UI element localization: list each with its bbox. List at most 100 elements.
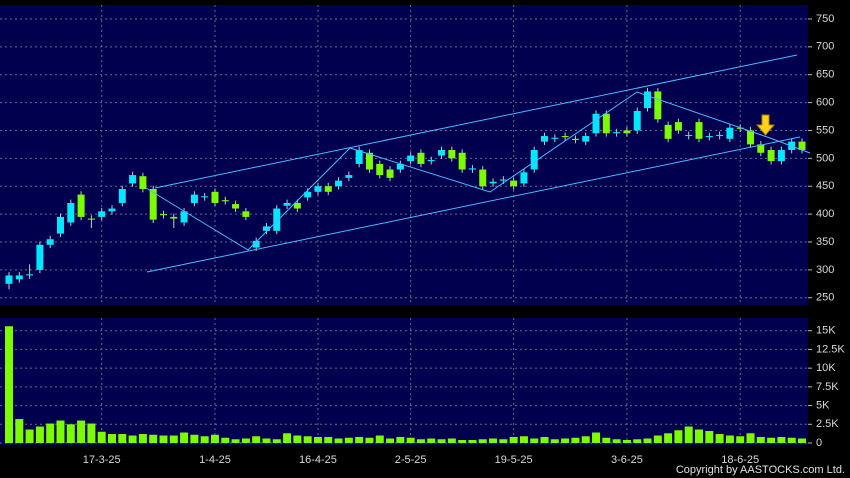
volume-bar xyxy=(77,420,86,443)
volume-bar xyxy=(180,432,189,443)
y-tick-label: 700 xyxy=(816,41,834,53)
volume-bar xyxy=(509,437,518,443)
copyright: Copyright by AASTOCKS.com Ltd. xyxy=(676,464,845,476)
y-tick-label: 15K xyxy=(816,325,836,337)
x-tick-label: 17-3-25 xyxy=(83,454,121,466)
candle-body xyxy=(592,113,600,134)
candle-body xyxy=(530,149,538,170)
candle-body xyxy=(777,149,785,162)
volume-bar xyxy=(540,437,549,443)
candle-body xyxy=(386,169,394,178)
volume-bar xyxy=(56,420,65,443)
volume-bar xyxy=(653,435,662,443)
candle-body xyxy=(365,152,373,170)
candle-body xyxy=(118,189,126,203)
volume-bar xyxy=(406,437,415,443)
volume-bar xyxy=(643,438,652,443)
candle-body xyxy=(489,181,497,184)
candle-body xyxy=(293,202,301,209)
zigzag xyxy=(145,91,811,251)
candle-body xyxy=(479,169,487,187)
candle-body xyxy=(77,194,85,217)
volume-bar xyxy=(571,437,580,443)
volume-bar xyxy=(581,436,590,443)
volume-bar xyxy=(169,435,178,443)
candle-body xyxy=(376,163,384,176)
candle-body xyxy=(87,218,95,220)
candle-body xyxy=(283,202,291,206)
candle-body xyxy=(674,122,682,131)
candle-body xyxy=(56,216,64,234)
y-tick-label: 450 xyxy=(816,180,834,192)
volume-bar xyxy=(35,426,44,443)
y-tick-label: 550 xyxy=(816,124,834,136)
volume-bar xyxy=(612,439,621,443)
y-tick-label: 400 xyxy=(816,208,834,220)
x-tick-label: 16-4-25 xyxy=(299,454,337,466)
candle-body xyxy=(541,136,549,142)
candle-body xyxy=(623,130,631,134)
volume-bar xyxy=(231,439,240,443)
arrow-marker xyxy=(755,114,776,136)
volume-bar xyxy=(468,440,477,443)
volume-bar xyxy=(695,429,704,443)
candle-body xyxy=(67,202,75,223)
candle-body xyxy=(211,191,219,203)
candle-body xyxy=(499,179,507,181)
candle-body xyxy=(201,196,209,198)
candle-body xyxy=(129,175,137,184)
candle-body xyxy=(551,137,559,139)
candle-body xyxy=(5,275,13,284)
y-tick-label: 350 xyxy=(816,236,834,248)
candle-body xyxy=(149,189,157,220)
volume-bar xyxy=(674,430,683,443)
y-tick-label: 7.5K xyxy=(816,381,839,393)
volume-bar xyxy=(283,433,292,443)
y-tick-label: 10K xyxy=(816,362,836,374)
y-tick-label: 650 xyxy=(816,69,834,81)
y-tick-label: 0 xyxy=(816,437,822,449)
volume-bar xyxy=(5,326,13,443)
candle-body xyxy=(46,239,54,245)
y-tick-label: 300 xyxy=(816,264,834,276)
volume-bar xyxy=(190,434,199,443)
volume-bar xyxy=(561,438,570,443)
volume-bar xyxy=(550,439,559,443)
volume-bar xyxy=(46,423,55,443)
candle-body xyxy=(468,168,476,170)
candle-body xyxy=(695,122,703,139)
candle-body xyxy=(262,226,270,231)
candle-body xyxy=(561,136,569,138)
candle-body xyxy=(221,200,229,202)
candle-body xyxy=(242,211,250,217)
volume-bar xyxy=(386,438,395,443)
candle-body xyxy=(232,204,240,209)
candle-body xyxy=(798,141,806,150)
candle-body xyxy=(139,176,147,190)
volume-bar xyxy=(344,437,353,443)
candle-body xyxy=(252,240,260,248)
channel-upper xyxy=(154,54,798,189)
volume-bar xyxy=(303,436,312,443)
volume-bar xyxy=(159,435,168,443)
candle-body xyxy=(767,149,775,162)
candle-body xyxy=(407,155,415,162)
candle-body xyxy=(355,149,363,164)
candle-body xyxy=(726,127,734,139)
volume-bar xyxy=(458,440,467,443)
candle-body xyxy=(170,216,178,219)
y-tick-label: 600 xyxy=(816,96,834,108)
x-tick-label: 18-6-25 xyxy=(721,454,759,466)
volume-bar xyxy=(365,437,374,443)
candle-body xyxy=(438,149,446,156)
volume-bar xyxy=(416,439,425,443)
volume-bar xyxy=(334,438,343,443)
candle-body xyxy=(757,144,765,153)
candle-body xyxy=(190,194,198,203)
volume-bar xyxy=(592,432,601,443)
volume-bar xyxy=(767,437,776,443)
volume-bar xyxy=(633,439,642,443)
candle-body xyxy=(664,124,672,139)
volume-bar xyxy=(262,438,271,443)
volume-bar xyxy=(118,434,127,443)
